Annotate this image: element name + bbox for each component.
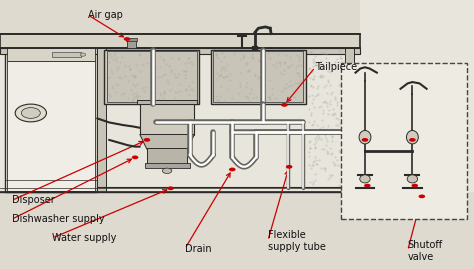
Bar: [341, 63, 467, 219]
Bar: [137, 100, 197, 104]
Bar: [97, 48, 106, 192]
Ellipse shape: [360, 175, 370, 183]
Text: Tailpiece: Tailpiece: [315, 62, 357, 72]
Ellipse shape: [406, 130, 418, 144]
Circle shape: [15, 104, 46, 122]
Text: Disposer: Disposer: [12, 195, 55, 206]
Bar: [0, 34, 360, 48]
Text: Air gap: Air gap: [88, 10, 123, 20]
Bar: [126, 38, 137, 41]
Circle shape: [80, 53, 86, 56]
Circle shape: [409, 138, 416, 142]
Bar: [0, 48, 360, 54]
Circle shape: [364, 184, 371, 187]
Bar: [0, 0, 360, 34]
Bar: [7, 61, 95, 191]
Bar: [107, 51, 197, 102]
Bar: [213, 51, 303, 102]
Circle shape: [362, 138, 368, 142]
Circle shape: [229, 168, 236, 171]
Circle shape: [286, 165, 292, 169]
Circle shape: [167, 186, 174, 190]
Bar: [52, 52, 81, 57]
Polygon shape: [140, 134, 194, 149]
Text: Shutoff
valve: Shutoff valve: [408, 240, 443, 261]
Bar: [5, 48, 97, 192]
Text: Dishwasher supply: Dishwasher supply: [12, 214, 104, 224]
Bar: [147, 148, 187, 164]
Text: Drain: Drain: [185, 244, 211, 254]
Circle shape: [21, 108, 40, 118]
Bar: [145, 163, 190, 168]
Text: Water supply: Water supply: [52, 233, 117, 243]
Circle shape: [162, 168, 172, 174]
Ellipse shape: [359, 130, 371, 144]
Bar: [0, 192, 474, 269]
Bar: [140, 104, 194, 134]
Circle shape: [281, 103, 288, 107]
Bar: [211, 50, 306, 104]
Circle shape: [411, 184, 418, 187]
Bar: [345, 48, 354, 192]
Bar: [104, 50, 199, 104]
Circle shape: [144, 138, 150, 142]
Ellipse shape: [407, 175, 418, 183]
Circle shape: [132, 155, 138, 159]
Circle shape: [419, 194, 425, 198]
Text: Flexible
supply tube: Flexible supply tube: [268, 230, 326, 252]
Circle shape: [124, 37, 130, 41]
Bar: [7, 48, 95, 61]
Bar: [127, 40, 136, 48]
